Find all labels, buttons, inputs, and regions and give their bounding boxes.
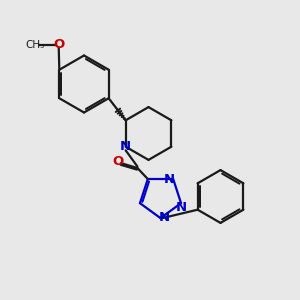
Text: CH₃: CH₃ [25,40,44,50]
Text: N: N [159,211,170,224]
Text: O: O [112,155,123,168]
Text: N: N [164,173,175,186]
Text: O: O [53,38,64,51]
Text: N: N [176,201,187,214]
Text: N: N [119,140,130,153]
